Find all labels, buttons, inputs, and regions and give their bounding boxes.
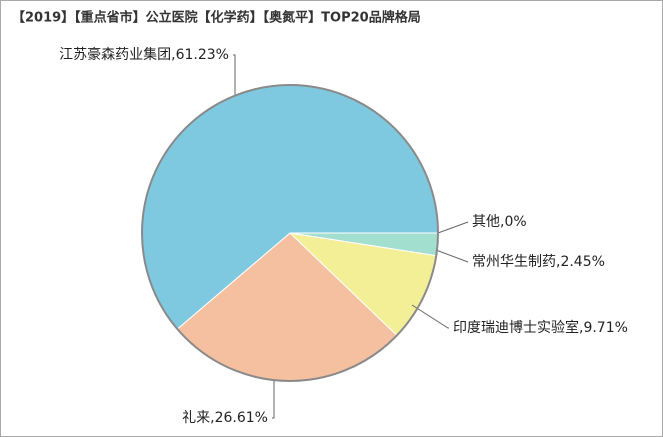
leader-line <box>411 304 449 329</box>
data-label: 常州华生制药,2.45% <box>472 254 605 270</box>
leader-line <box>272 380 275 419</box>
leader-line <box>437 221 469 234</box>
pie-outline <box>141 84 439 382</box>
data-label: 印度瑞迪博士实验室,9.71% <box>453 319 628 336</box>
leader-line <box>233 54 236 95</box>
chart-title: 【2019】【重点省市】公立医院【化学药】【奥氮平】TOP20品牌格局 <box>12 10 421 26</box>
data-label: 其他,0% <box>472 214 527 230</box>
data-label: 礼来,26.61% <box>182 410 268 426</box>
leader-line <box>435 249 469 263</box>
data-label: 江苏豪森药业集团,61.23% <box>59 46 229 63</box>
